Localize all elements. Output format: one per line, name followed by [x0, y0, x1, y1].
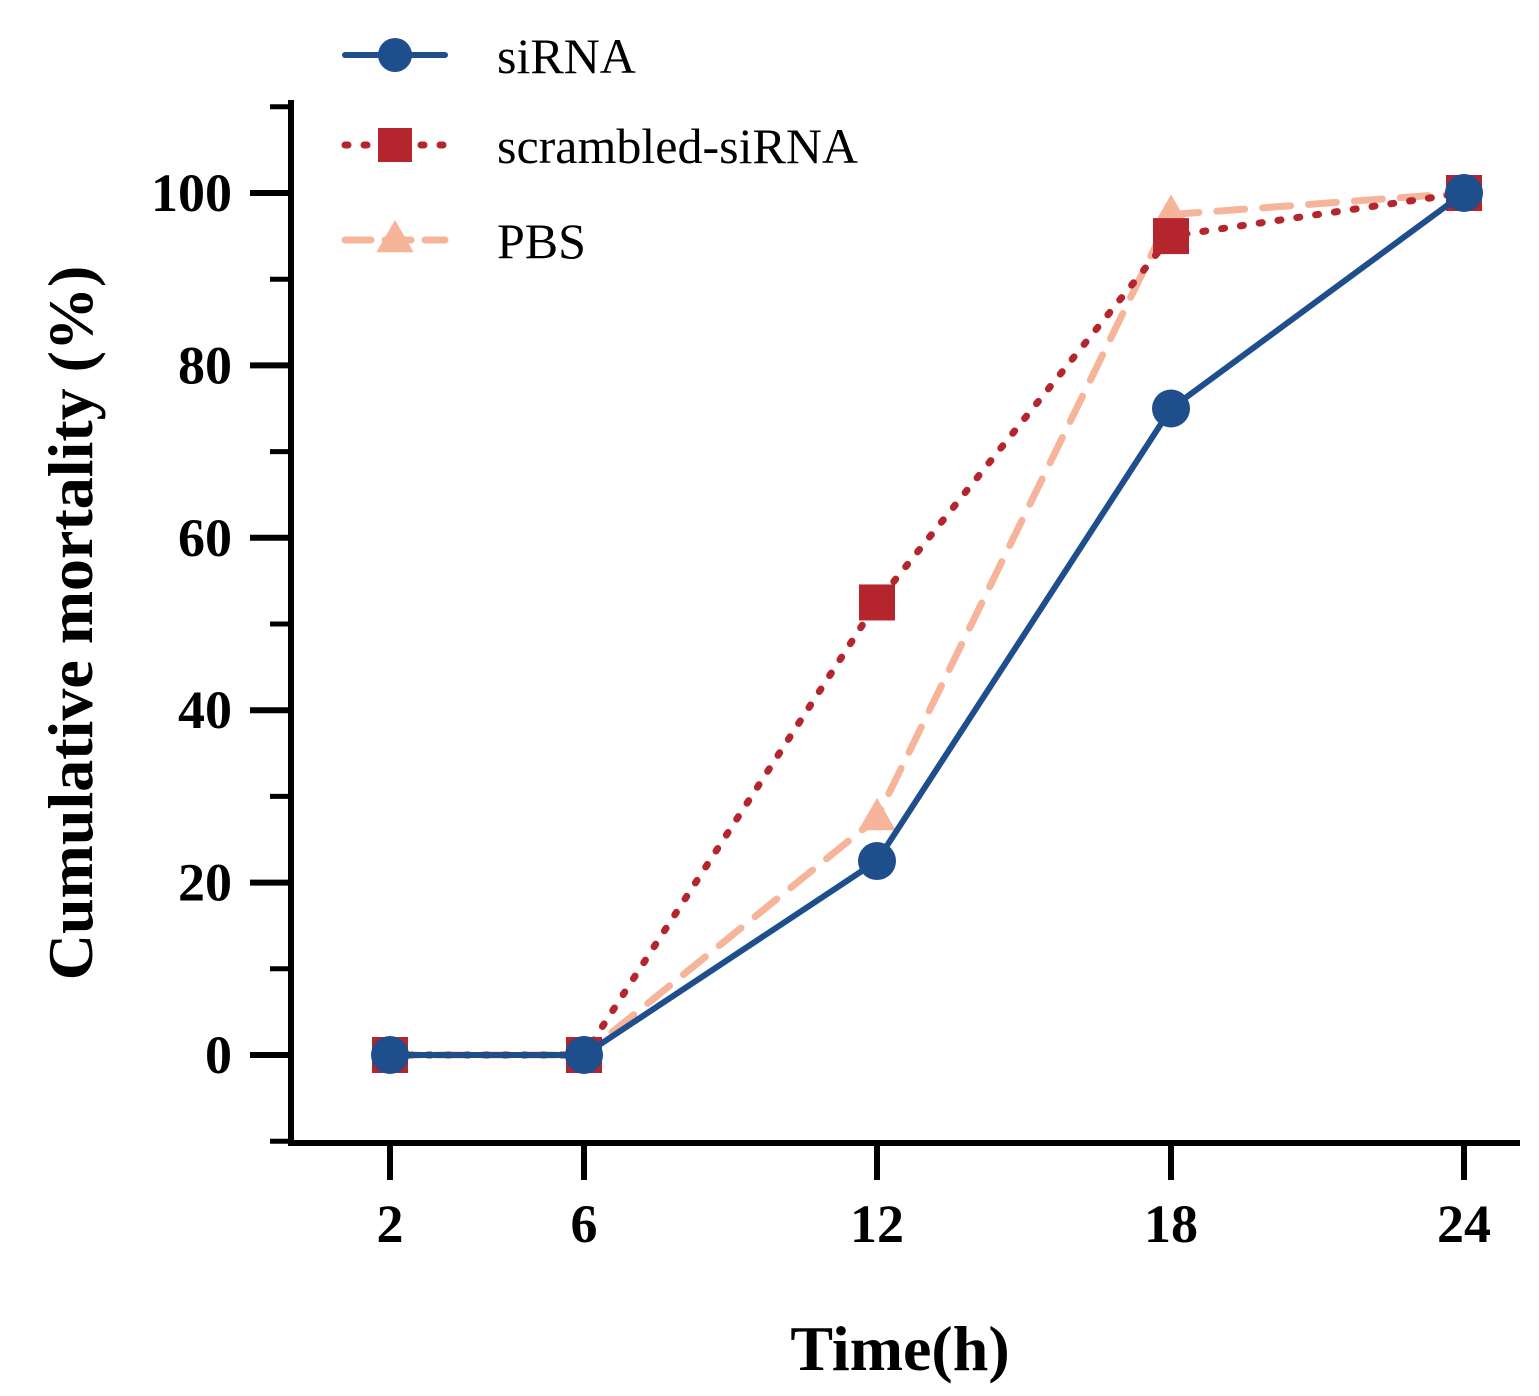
legend-item-sirna: siRNA — [342, 28, 636, 84]
legend-label-scrambled-sirna: scrambled-siRNA — [497, 118, 858, 174]
x-tick-label: 24 — [1437, 1194, 1491, 1254]
y-tick-label: 20 — [178, 853, 232, 913]
x-tick-label: 18 — [1144, 1194, 1198, 1254]
data-point-scrambled-sirna — [1153, 218, 1189, 255]
data-point-scrambled-sirna — [859, 584, 895, 621]
legend-label-sirna: siRNA — [497, 28, 636, 84]
x-tick-label: 2 — [377, 1194, 404, 1254]
y-tick-label: 60 — [178, 508, 232, 568]
legend-item-pbs: PBS — [341, 213, 586, 269]
series-line-sirna — [387, 190, 1467, 1058]
series-line-scrambled-sirna — [386, 189, 1468, 1059]
y-axis-ticks: 0 20 40 60 80 100 — [151, 104, 291, 1144]
legend-marker-sirna — [378, 38, 412, 72]
x-tick-label: 12 — [850, 1194, 904, 1254]
data-point-sirna — [858, 842, 896, 881]
series-scrambled-sirna — [372, 175, 1482, 1073]
legend-item-scrambled-sirna: scrambled-siRNA — [341, 118, 858, 174]
legend-marker-pbs — [376, 219, 414, 253]
y-tick-label: 40 — [178, 680, 232, 740]
series-sirna — [371, 174, 1483, 1074]
data-point-sirna — [1445, 174, 1483, 212]
y-tick-label: 0 — [205, 1025, 232, 1085]
series-line-pbs — [386, 189, 1468, 1059]
data-point-sirna — [1152, 389, 1190, 428]
y-axis-title: Cumulative mortality (%) — [35, 266, 106, 981]
x-tick-label: 6 — [571, 1194, 598, 1254]
legend-label-pbs: PBS — [497, 213, 586, 269]
series-layer — [371, 172, 1483, 1074]
data-point-sirna — [371, 1036, 409, 1074]
axes — [288, 100, 1520, 1146]
y-tick-label: 100 — [151, 163, 232, 223]
x-axis-title: Time(h) — [790, 1313, 1009, 1384]
series-pbs — [371, 172, 1483, 1068]
y-tick-label: 80 — [178, 335, 232, 395]
data-point-pbs — [858, 797, 896, 831]
x-axis-ticks: 2 6 12 18 24 — [377, 1143, 1491, 1254]
legend-marker-scrambled-sirna — [378, 128, 412, 162]
legend: siRNA scrambled-siRNA PBS — [341, 28, 858, 269]
data-point-sirna — [565, 1036, 603, 1074]
